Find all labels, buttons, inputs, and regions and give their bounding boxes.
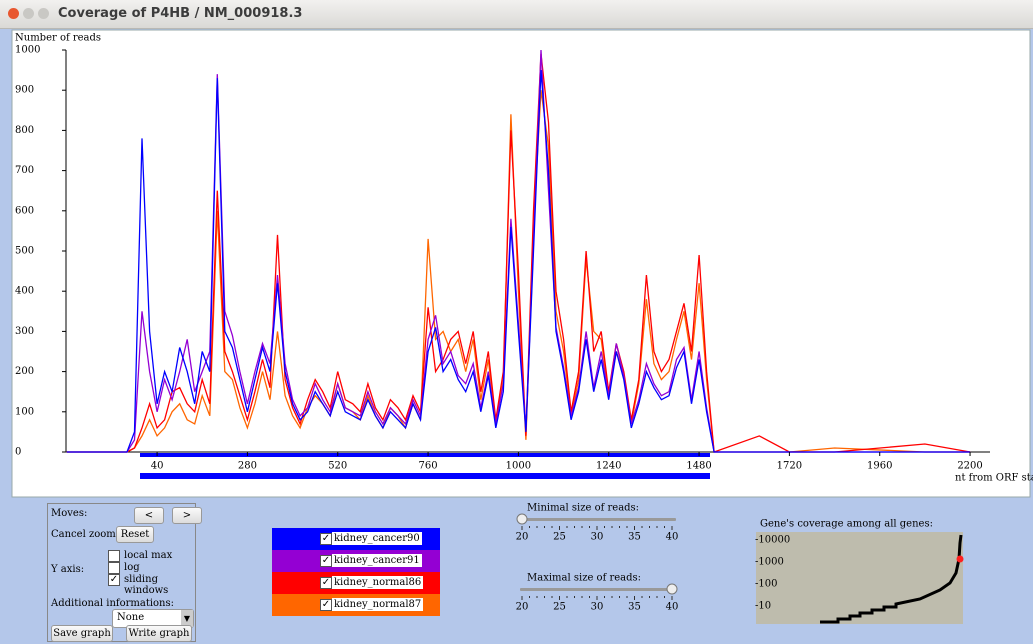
minimize-button[interactable] <box>23 8 34 19</box>
slider-label: Minimal size of reads: <box>527 503 639 514</box>
legend-label: kidney_cancer91 <box>332 554 422 567</box>
cancel-zoom-label: Cancel zoom: <box>51 529 120 540</box>
slider-tick-label: 20 <box>516 602 529 613</box>
slider-tick-label: 30 <box>591 532 604 543</box>
next-button[interactable]: > <box>172 507 202 524</box>
y-tick-label: 0 <box>15 447 21 458</box>
slider-track <box>520 518 676 521</box>
y-tick-label: 200 <box>15 366 34 377</box>
log-label: log <box>124 562 140 573</box>
legend-checkbox[interactable]: ✓ <box>320 533 332 545</box>
legend-entry[interactable]: ✓ kidney_normal86 <box>272 572 440 594</box>
slider-tick-label: 25 <box>553 602 566 613</box>
y-tick-label: 900 <box>15 85 34 96</box>
gene-coverage-label: -1000 <box>755 557 784 568</box>
maximize-button[interactable] <box>38 8 49 19</box>
slider-tick-label: 40 <box>666 532 679 543</box>
local-max-label: local max <box>124 550 173 561</box>
y-tick-label: 700 <box>15 165 34 176</box>
y-tick-label: 100 <box>15 406 34 417</box>
gene-coverage: Gene's coverage among all genes: -10000 -… <box>755 519 964 624</box>
slider-tick-label: 40 <box>666 602 679 613</box>
orf-bar <box>140 473 710 479</box>
save-button[interactable]: Save graph <box>51 625 113 642</box>
window-title: Coverage of P4HB / NM_000918.3 <box>58 6 303 21</box>
legend-label: kidney_cancer90 <box>332 532 422 545</box>
x-tick-label: 760 <box>419 461 438 472</box>
slider-tick-label: 20 <box>516 532 529 543</box>
slider-tick-label: 35 <box>628 532 641 543</box>
y-axis-label: Y axis: <box>51 564 85 575</box>
gene-coverage-label: -100 <box>755 579 777 590</box>
reset-button[interactable]: Reset <box>116 526 154 543</box>
legend-checkbox[interactable]: ✓ <box>320 599 332 611</box>
y-tick-label: 600 <box>15 205 34 216</box>
legend-checkbox[interactable]: ✓ <box>320 577 332 589</box>
select-value: None <box>117 612 145 623</box>
y-axis-label: Number of reads <box>15 33 101 44</box>
additional-label: Additional informations: <box>51 598 175 609</box>
title-bar: Coverage of P4HB / NM_000918.3 <box>0 0 1033 29</box>
slider-thumb[interactable] <box>666 583 678 595</box>
coverage-line <box>66 53 971 453</box>
slider-tick-label: 25 <box>553 532 566 543</box>
y-tick-label: 800 <box>15 125 34 136</box>
chart-panel <box>11 29 1031 498</box>
x-axis-label: nt from ORF start <box>955 473 1033 484</box>
close-button[interactable] <box>8 8 19 19</box>
gene-coverage-panel <box>756 532 963 624</box>
x-tick-label: 280 <box>238 461 257 472</box>
slider-track <box>520 588 676 591</box>
coverage-line <box>66 90 971 453</box>
y-tick-label: 1000 <box>15 45 40 56</box>
y-tick-label: 400 <box>15 286 34 297</box>
x-tick-label: 40 <box>151 461 164 472</box>
gene-coverage-label: -10000 <box>755 535 790 546</box>
select-arrow: ▼ <box>181 610 193 627</box>
prev-button[interactable]: < <box>134 507 164 524</box>
slider-tick-label: 35 <box>628 602 641 613</box>
legend-label: kidney_normal86 <box>332 576 424 589</box>
legend-checkbox[interactable]: ✓ <box>320 555 332 567</box>
sliders: Minimal size of reads: 20 25 30 35 40 Maximal … <box>516 503 679 613</box>
x-tick-label: 2200 <box>957 461 982 472</box>
local-max-checkbox[interactable] <box>108 550 120 562</box>
coverage-line <box>66 70 971 453</box>
legend-label: kidney_normal87 <box>332 598 424 611</box>
x-tick-label: 1480 <box>686 461 711 472</box>
orf-axis-bar <box>140 453 710 457</box>
gene-coverage-label: -10 <box>755 601 771 612</box>
legend-entry[interactable]: ✓ kidney_cancer90 <box>272 528 440 550</box>
slider-thumb[interactable] <box>516 513 528 525</box>
legend-entry[interactable]: ✓ kidney_cancer91 <box>272 550 440 572</box>
slider-tick-label: 30 <box>591 602 604 613</box>
sliding-windows-label: sliding windows <box>124 574 169 596</box>
x-tick-label: 1720 <box>777 461 802 472</box>
x-tick-label: 520 <box>328 461 347 472</box>
gene-coverage-curve <box>820 534 963 624</box>
legend-entry[interactable]: ✓ kidney_normal87 <box>272 594 440 616</box>
x-tick-label: 1960 <box>867 461 892 472</box>
x-tick-label: 1000 <box>506 461 531 472</box>
info-select[interactable]: None ▼ <box>112 609 194 628</box>
log-checkbox[interactable] <box>108 562 120 574</box>
x-tick-label: 1240 <box>596 461 621 472</box>
slider-label: Maximal size of reads: <box>527 573 641 584</box>
sliding-windows-checkbox[interactable]: ✓ <box>108 574 120 586</box>
moves-label: Moves: <box>51 508 88 519</box>
controls-panel: Moves: < > Cancel zoom: Reset local max … <box>47 503 202 642</box>
y-tick-label: 500 <box>15 246 34 257</box>
y-tick-label: 300 <box>15 326 34 337</box>
chart: Number of reads nt from ORF start 0 100 20… <box>11 29 1033 498</box>
current-gene-marker <box>956 555 964 563</box>
gene-coverage-title: Gene's coverage among all genes: <box>760 519 933 530</box>
write-button[interactable]: Write graph <box>126 625 192 642</box>
